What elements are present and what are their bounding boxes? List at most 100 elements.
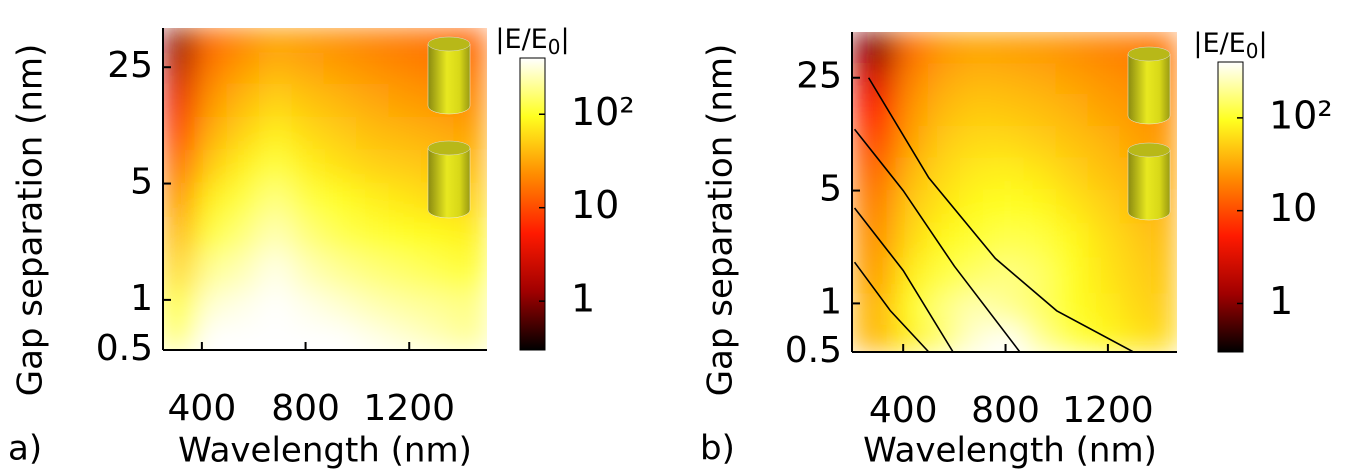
heatmap-cell: [1088, 325, 1121, 353]
heatmap-cell: [163, 252, 196, 290]
heatmap-cell: [1024, 257, 1057, 294]
y-tick-label: 25: [796, 56, 842, 97]
heatmap-cell: [992, 93, 1025, 126]
heatmap-cell: [291, 252, 324, 290]
heatmap-cell: [389, 83, 422, 117]
panel: 0.515254008001200Gap separation (nm)Wave…: [700, 28, 1333, 471]
heatmap-cell: [356, 116, 389, 150]
heatmap-cell: [453, 322, 487, 351]
heatmap-cell: [992, 189, 1025, 223]
heatmap-cell: [194, 322, 227, 351]
colorbar: [520, 58, 545, 350]
heatmap-cell: [163, 28, 196, 53]
heatmap-cell: [992, 63, 1025, 94]
heatmap-cell: [960, 63, 993, 94]
heatmap-cell: [194, 289, 227, 323]
heatmap-cell: [1056, 63, 1089, 94]
heatmap-cell: [896, 93, 929, 126]
heatmap-cell: [960, 32, 993, 64]
heatmap-cell: [227, 252, 260, 290]
heatmap-cell: [1056, 125, 1089, 158]
heatmap-cell: [1056, 189, 1089, 223]
colorbar-label: |E/E0|: [1193, 28, 1267, 63]
heatmap-cell: [227, 52, 260, 84]
heatmap-cell: [356, 52, 389, 84]
heatmap-cell: [291, 52, 324, 84]
heatmap-cell: [896, 292, 929, 325]
heatmap-cell: [389, 52, 422, 84]
heatmap-cell: [194, 182, 227, 218]
heatmap-cell: [324, 149, 357, 183]
heatmap-cell: [960, 125, 993, 158]
heatmap-cell: [928, 63, 961, 94]
heatmap-cell: [896, 32, 929, 64]
heatmap-cell: [194, 149, 227, 183]
heatmap-cell: [259, 322, 292, 351]
heatmap-cell: [194, 83, 227, 117]
heatmap-cell: [852, 93, 897, 126]
heatmap-cell: [1120, 222, 1153, 257]
heatmap-cell: [324, 252, 357, 290]
heatmap-cell: [163, 289, 196, 323]
heatmap-cell: [259, 289, 292, 323]
heatmap-cell: [324, 216, 357, 252]
y-tick-label: 1: [819, 281, 842, 322]
heatmap-cell: [194, 52, 227, 84]
heatmap-cell: [163, 116, 196, 150]
heatmap-cell: [421, 252, 454, 290]
heatmap-cell: [356, 182, 389, 218]
x-tick-label: 1200: [363, 388, 455, 429]
heatmap-cell: [163, 322, 196, 351]
heatmap-cell: [259, 252, 292, 290]
heatmap-cell: [291, 182, 324, 218]
heatmap-cell: [960, 157, 993, 190]
heatmap-cell: [1088, 63, 1121, 94]
heatmap-cell: [389, 252, 422, 290]
heatmap-cell: [1152, 325, 1178, 353]
heatmap-cell: [928, 93, 961, 126]
heatmap-cell: [389, 28, 422, 53]
heatmap-cell: [356, 252, 389, 290]
heatmap-cell: [928, 125, 961, 158]
heatmap-cell: [960, 189, 993, 223]
heatmap-cell: [356, 28, 389, 53]
heatmap-cell: [1056, 157, 1089, 190]
y-axis-label: Gap separation (nm): [701, 44, 741, 397]
y-tick-label: 25: [107, 45, 153, 86]
colorbar-label-part: |: [1258, 28, 1267, 59]
heatmap-cell: [324, 83, 357, 117]
heatmap-cell: [453, 216, 487, 252]
heatmap-cell: [1152, 222, 1178, 257]
y-tick-label: 1: [130, 278, 153, 319]
heatmap-cell: [291, 116, 324, 150]
heatmap-cell: [356, 322, 389, 351]
heatmap-cell: [389, 289, 422, 323]
heatmap-cell: [389, 322, 422, 351]
heatmap-cell: [324, 52, 357, 84]
heatmap-cell: [1120, 325, 1153, 353]
heatmap-cell: [928, 189, 961, 223]
heatmap-cell: [852, 325, 897, 353]
y-tick-label: 5: [130, 162, 153, 203]
heatmap-cell: [1056, 93, 1089, 126]
colorbar-tick-label: 10²: [571, 90, 635, 134]
heatmap-cell: [227, 216, 260, 252]
heatmap-cell: [992, 257, 1025, 294]
figure: 0.515254008001200Gap separation (nm)Wave…: [0, 0, 1362, 476]
heatmap-cell: [1024, 157, 1057, 190]
heatmap-cell: [1024, 93, 1057, 126]
heatmap-cell: [389, 116, 422, 150]
heatmap-cell: [194, 28, 227, 53]
heatmap-cell: [389, 182, 422, 218]
heatmap-cell: [992, 125, 1025, 158]
x-tick-label: 800: [971, 390, 1040, 431]
heatmap-cell: [389, 149, 422, 183]
heatmap-cell: [291, 322, 324, 351]
heatmap-cell: [291, 289, 324, 323]
heatmap-cell: [1088, 125, 1121, 158]
x-tick-label: 400: [168, 388, 237, 429]
panel-label: b): [700, 429, 735, 469]
heatmap-cell: [896, 157, 929, 190]
x-tick-label: 800: [271, 388, 340, 429]
